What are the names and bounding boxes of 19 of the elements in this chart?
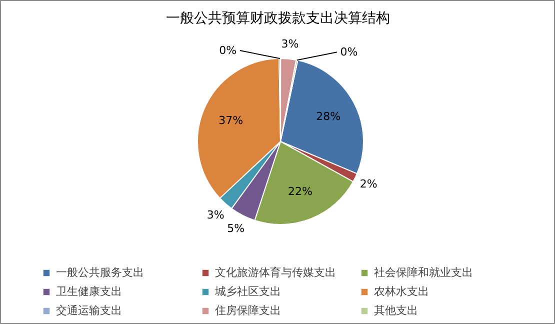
chart-title: 一般公共预算财政拨款支出决算结构 (166, 10, 390, 26)
data-label: 28% (316, 110, 341, 124)
data-label: 3% (206, 208, 224, 222)
legend-label: 其他支出 (374, 303, 419, 318)
data-label: 5% (227, 222, 245, 236)
data-label: 0% (219, 44, 237, 57)
legend-label: 卫生健康支出 (56, 284, 123, 299)
data-label: 22% (288, 185, 312, 198)
legend-label: 交通运输支出 (56, 303, 123, 318)
legend-label: 社会保障和就业支出 (374, 265, 474, 280)
data-label: 3% (281, 38, 299, 51)
legend-label: 一般公共服务支出 (56, 265, 145, 280)
legend-label: 城乡社区支出 (215, 284, 282, 299)
legend-label: 文化旅游体育与传媒支出 (215, 265, 337, 280)
legend-label: 农林水支出 (374, 284, 430, 299)
data-label: 2% (360, 178, 378, 191)
data-label: 37% (218, 114, 244, 127)
data-label: 0% (340, 46, 358, 59)
legend-label: 住房保障支出 (215, 303, 282, 318)
